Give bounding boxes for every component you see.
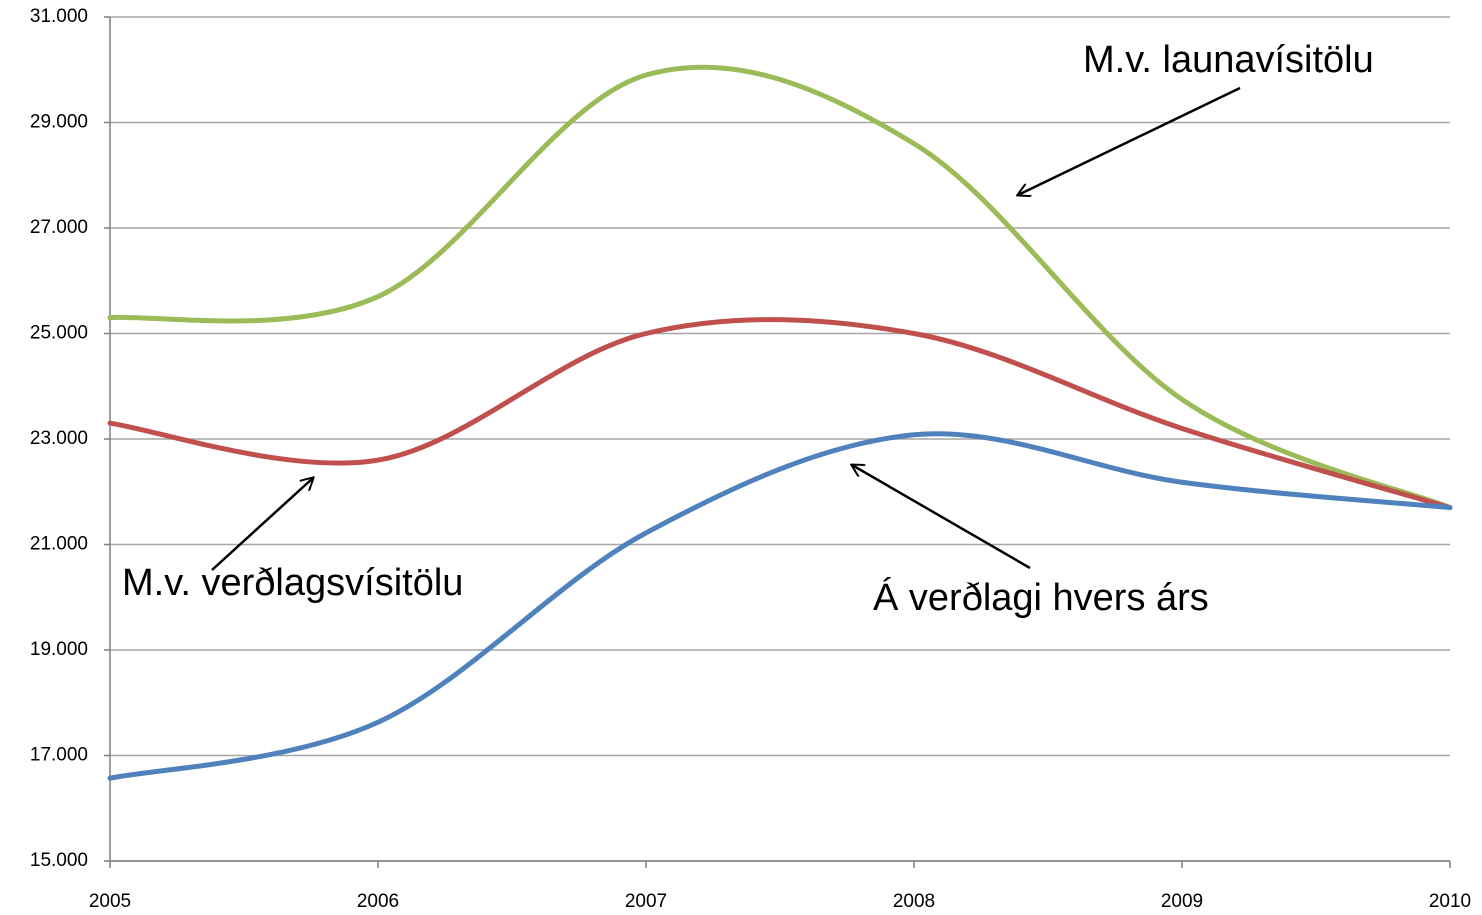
y-tick-label: 17.000 — [30, 745, 88, 766]
annotation: M.v. launavísitölu — [1083, 39, 1374, 81]
series-line — [107, 64, 1453, 511]
arrow — [1018, 86, 1241, 195]
y-tick-label: 15.000 — [30, 850, 88, 871]
series-line — [107, 317, 1453, 511]
arrow — [852, 465, 1031, 570]
y-tick-label: 19.000 — [30, 639, 88, 660]
x-tick-label: 2010 — [1429, 891, 1471, 912]
grid — [104, 16, 1451, 868]
x-tick-label: 2008 — [893, 891, 935, 912]
labels: 15.000 17.000 19.000 21.000 23.000 25.000 27.0… — [30, 6, 1471, 912]
y-tick-label: 31.000 — [30, 6, 88, 27]
series-line — [107, 431, 1453, 781]
x-tick-label: 2009 — [1161, 891, 1203, 912]
x-tick-label: 2006 — [357, 891, 399, 912]
annotation: Á verðlagi hvers árs — [873, 576, 1209, 619]
y-tick-label: 21.000 — [30, 534, 88, 555]
y-tick-label: 27.000 — [30, 217, 88, 238]
lines — [107, 64, 1453, 781]
x-tick-label: 2005 — [89, 891, 131, 912]
y-tick-label: 23.000 — [30, 428, 88, 449]
arrow — [211, 478, 313, 571]
y-tick-label: 25.000 — [30, 323, 88, 344]
annotation: M.v. verðlagsvísitölu — [122, 562, 463, 604]
y-tick-label: 29.000 — [30, 112, 88, 133]
x-tick-label: 2007 — [625, 891, 667, 912]
